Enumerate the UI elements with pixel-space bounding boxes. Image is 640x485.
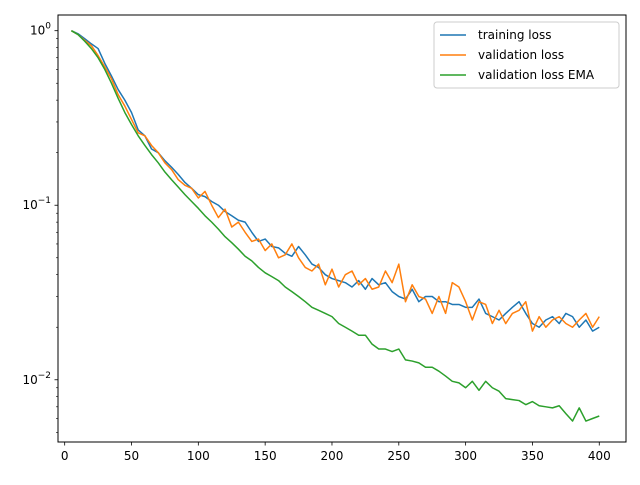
legend-label-1: validation loss [478,48,564,62]
x-tick-label: 100 [187,449,210,463]
x-tick-label: 300 [454,449,477,463]
x-tick-label: 400 [588,449,611,463]
x-tick-label: 50 [124,449,139,463]
legend-label-2: validation loss EMA [478,68,595,82]
series-layer [70,30,600,422]
x-tick-label: 200 [321,449,344,463]
x-axis: 0 50 100 150 200 250 300 350 400 [61,442,611,463]
legend-box [433,21,620,89]
x-tick-label: 250 [387,449,410,463]
plot-frame [57,14,627,443]
x-tick-label: 350 [521,449,544,463]
y-axis: 100 10−1 10−2 [22,22,58,433]
legend-label-0: training loss [478,28,551,42]
y-tick-label: 100 [30,22,51,38]
legend: training loss validation loss validation l… [433,21,620,89]
y-tick-label: 10−1 [22,196,51,212]
x-tick-label: 0 [61,449,69,463]
x-tick-label: 150 [254,449,277,463]
series-line-2 [70,30,600,422]
series-line-1 [70,30,600,332]
y-tick-label: 10−2 [22,371,51,387]
